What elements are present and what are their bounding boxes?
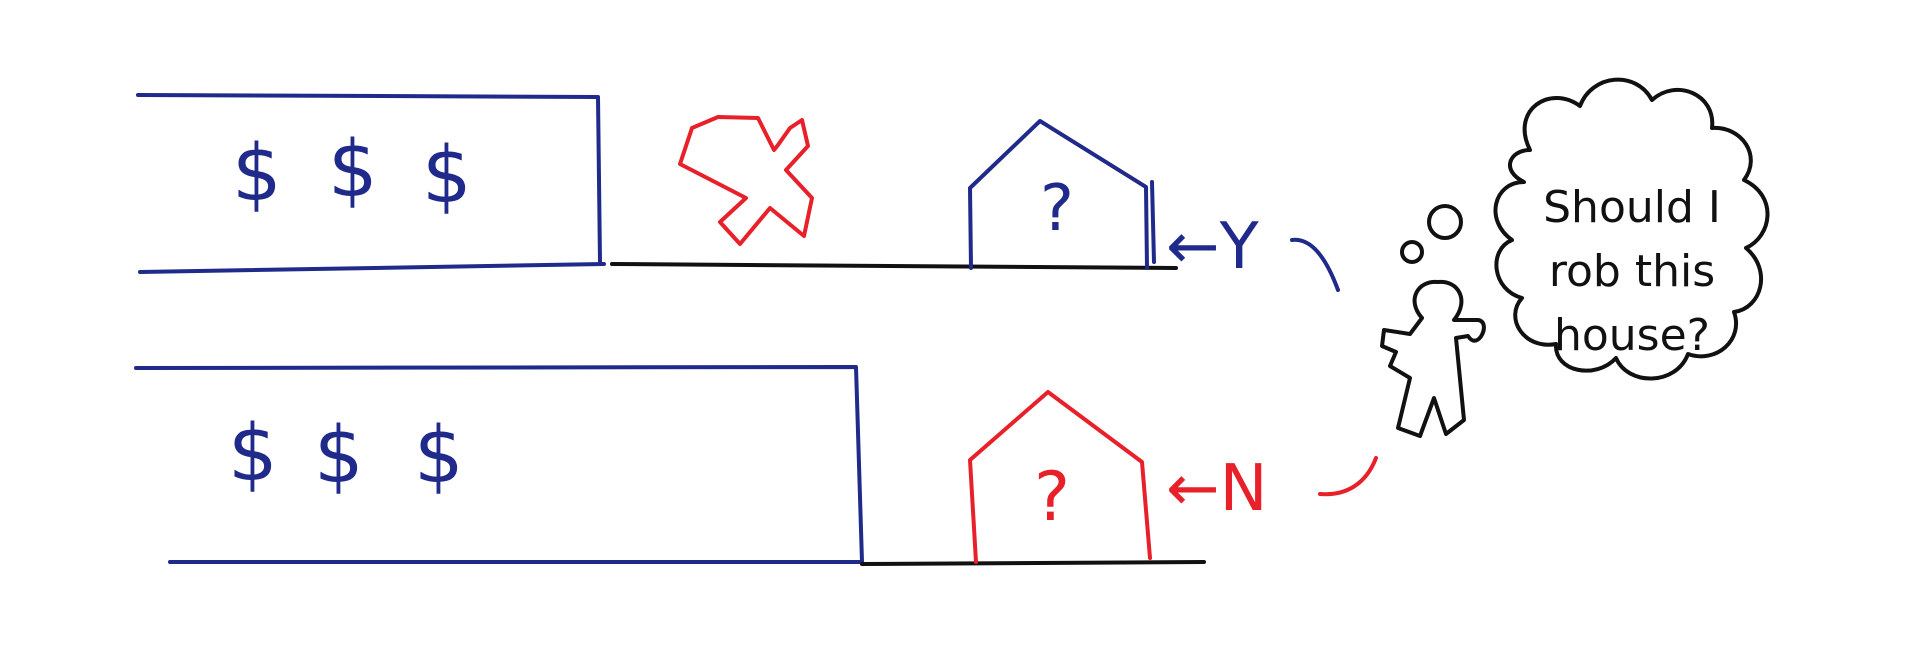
bottom-money-box (134, 365, 864, 564)
top-house-mark: ? (1040, 172, 1074, 246)
top-choice-curve (1290, 237, 1340, 292)
top-house (968, 119, 1156, 270)
thought-bubble-medium (1427, 204, 1463, 240)
thought-line-2: rob this (1549, 246, 1715, 297)
top-ground-line (610, 262, 1178, 270)
bottom-row: $ $ $ ? ←N (134, 365, 1378, 566)
bottom-house-mark: ? (1034, 458, 1070, 537)
robber-figure (1380, 204, 1486, 438)
top-dollar-3: $ (422, 131, 472, 221)
thought-line-3: house? (1554, 310, 1710, 361)
bottom-arrow-label: ←N (1166, 452, 1268, 526)
bottom-dollar-1: $ (228, 409, 278, 499)
thought-line-1: Should I (1543, 182, 1721, 233)
person-icon (1380, 279, 1486, 438)
top-dollar-1: $ (232, 129, 282, 219)
top-money-box (136, 93, 606, 274)
thought-bubble-small (1400, 240, 1424, 264)
top-row: $ $ $ ? ←Y (136, 93, 1340, 292)
top-money-symbols: $ $ $ (232, 125, 472, 221)
bottom-house (968, 390, 1152, 564)
bottom-dollar-2: $ (314, 411, 364, 501)
bottom-dollar-3: $ (414, 411, 464, 501)
bottom-choice-curve (1318, 456, 1378, 497)
cross-icon (678, 115, 814, 246)
bottom-ground-line (860, 560, 1206, 566)
thought-cloud-icon (1493, 77, 1770, 381)
bottom-money-symbols: $ $ $ (228, 409, 464, 501)
top-dollar-2: $ (328, 125, 378, 215)
thought-cloud: Should I rob this house? (1493, 77, 1770, 381)
top-arrow-label: ←Y (1166, 210, 1260, 284)
